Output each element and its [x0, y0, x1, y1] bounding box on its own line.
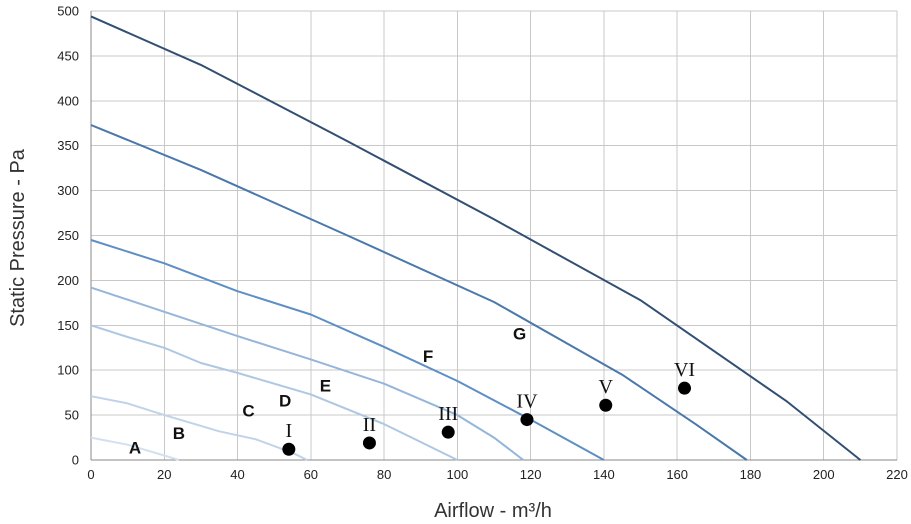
x-tick-label: 220 — [886, 467, 908, 482]
curve-label-c: C — [242, 402, 254, 421]
curve-label-b: B — [173, 424, 185, 443]
fan-curves — [90, 15, 862, 461]
curve-c — [90, 324, 458, 461]
curve-f — [90, 124, 748, 461]
y-tick-label: 0 — [72, 453, 79, 468]
y-tick-label: 450 — [57, 48, 79, 63]
x-tick-label: 160 — [666, 467, 688, 482]
y-tick-labels: 0 50 100 150 200 250 300 350 400 450 500 — [57, 4, 79, 468]
curve-label-d: D — [279, 392, 291, 411]
y-tick-label: 350 — [57, 138, 79, 153]
x-axis-title: Airflow - m³/h — [434, 500, 552, 522]
curve-label-f: F — [423, 347, 433, 366]
operating-point-label-i: I — [286, 420, 293, 442]
operating-point-label-iii: III — [438, 403, 458, 425]
x-tick-labels: 0 20 40 60 80 100 120 140 160 180 200 220 — [87, 467, 907, 482]
x-tick-label: 140 — [593, 467, 615, 482]
operating-point-label-ii: II — [363, 414, 376, 436]
x-tick-label: 0 — [87, 467, 94, 482]
operating-point-v — [599, 398, 613, 412]
operating-point-label-v: V — [599, 376, 614, 398]
x-tick-label: 180 — [740, 467, 762, 482]
x-tick-label: 120 — [520, 467, 542, 482]
curve-label-e: E — [320, 376, 331, 395]
x-tick-label: 100 — [447, 467, 469, 482]
y-axis-title: Static Pressure - Pa — [7, 148, 29, 327]
operating-points — [282, 381, 692, 456]
curve-d — [90, 286, 524, 461]
curve-e — [90, 239, 605, 461]
curve-a — [90, 436, 180, 461]
y-tick-label: 250 — [57, 228, 79, 243]
curve-b — [90, 395, 308, 461]
operating-point-i — [282, 442, 296, 456]
y-tick-label: 100 — [57, 363, 79, 378]
operating-point-ii — [362, 436, 376, 450]
curve-labels: A B C D E F G — [129, 324, 526, 457]
y-tick-label: 50 — [65, 408, 79, 423]
x-tick-label: 40 — [230, 467, 244, 482]
x-tick-label: 20 — [157, 467, 171, 482]
curve-label-a: A — [129, 438, 141, 457]
curve-g — [90, 15, 862, 461]
operating-point-iii — [441, 425, 455, 439]
y-tick-label: 150 — [57, 318, 79, 333]
x-tick-label: 60 — [304, 467, 318, 482]
operating-point-vi — [678, 381, 692, 395]
curve-label-g: G — [513, 324, 526, 343]
x-tick-label: 200 — [813, 467, 835, 482]
y-tick-label: 400 — [57, 93, 79, 108]
y-tick-label: 200 — [57, 273, 79, 288]
operating-point-label-vi: VI — [674, 359, 695, 381]
operating-point-label-iv: IV — [516, 391, 538, 413]
x-tick-label: 80 — [377, 467, 391, 482]
grid-lines — [90, 10, 898, 461]
y-tick-label: 300 — [57, 183, 79, 198]
y-tick-label: 500 — [57, 4, 79, 19]
operating-point-iv — [520, 413, 534, 427]
